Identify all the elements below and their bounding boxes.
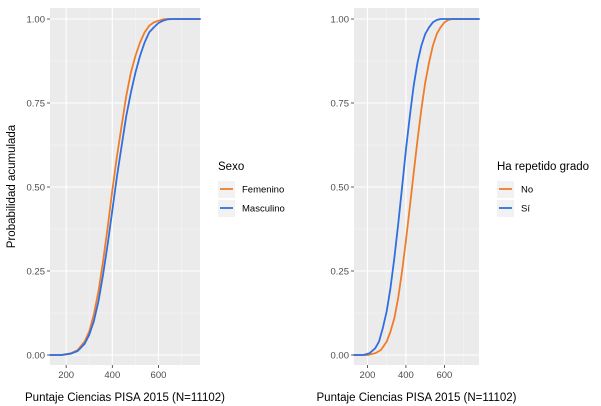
x-tick-label: 600 — [151, 370, 167, 381]
legend-label-2: Sí — [521, 204, 530, 215]
legend-label-1: No — [521, 185, 533, 196]
series-line-no — [353, 18, 480, 356]
legend: Sexo Femenino Masculino — [218, 161, 285, 217]
y-tick-label: 0.75 — [27, 98, 46, 109]
legend-title: Ha repetido grado — [497, 161, 589, 173]
y-tick-label: 0.50 — [27, 182, 46, 193]
x-tick-label: 400 — [104, 370, 120, 381]
chart-panel-2: 0.00 0.25 0.50 0.75 1.00 200 400 600 Puntaje Cie… — [317, 8, 589, 404]
x-tick-label: 600 — [436, 370, 452, 381]
x-axis-title: Puntaje Ciencias PISA 2015 (N=11102) — [25, 392, 225, 404]
chart-panel-1: 0.00 0.25 0.50 0.75 1.00 200 400 600 Puntaje Cie… — [6, 8, 285, 404]
legend: Ha repetido grado No Sí — [497, 161, 589, 217]
y-tick-label: 0.75 — [331, 98, 350, 109]
x-tick-label: 400 — [398, 370, 414, 381]
series-line-sí — [353, 18, 480, 356]
y-tick-label: 0.50 — [331, 182, 350, 193]
y-tick-label: 0.00 — [27, 350, 46, 361]
x-tick-label: 200 — [58, 370, 74, 381]
y-tick-label: 0.00 — [331, 350, 350, 361]
series-line-masculino — [49, 18, 201, 356]
x-tick-label: 200 — [360, 370, 376, 381]
legend-label-1: Femenino — [242, 185, 284, 196]
y-tick-label: 0.25 — [331, 266, 350, 277]
y-axis-title: Probabilidad acumulada — [6, 124, 18, 248]
legend-label-2: Masculino — [242, 204, 285, 215]
y-tick-label: 1.00 — [331, 14, 350, 25]
y-tick-label: 0.25 — [27, 266, 46, 277]
legend-title: Sexo — [218, 161, 244, 173]
series-line-femenino — [49, 18, 201, 356]
x-axis-title: Puntaje Ciencias PISA 2015 (N=11102) — [317, 392, 517, 404]
y-tick-label: 1.00 — [27, 14, 46, 25]
